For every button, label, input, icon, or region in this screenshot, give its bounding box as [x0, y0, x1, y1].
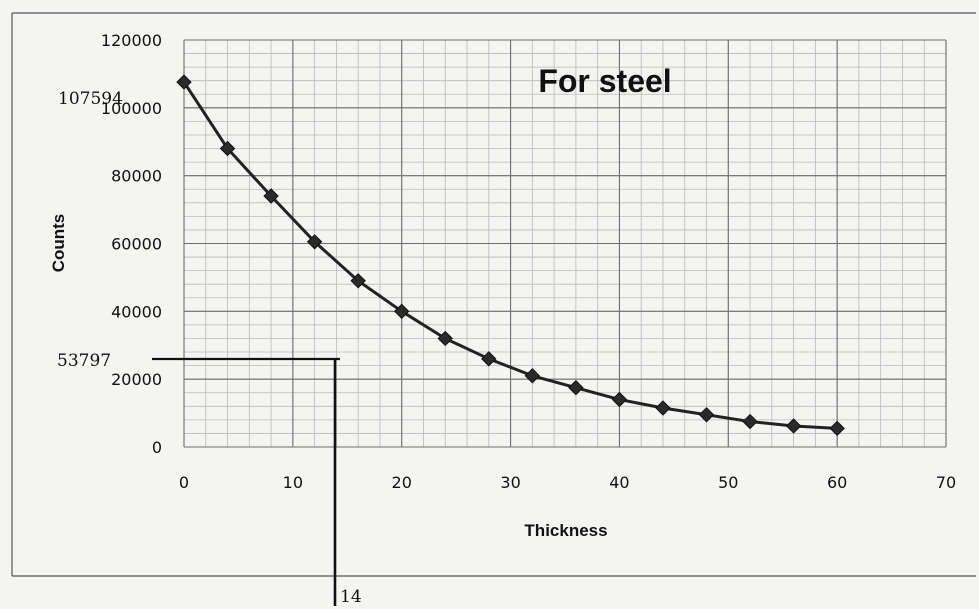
data-point-marker — [742, 413, 758, 430]
major-grid — [183, 39, 947, 448]
data-point-marker — [611, 391, 628, 408]
data-point-marker — [437, 330, 453, 347]
x-tick-labels: 0 10 20 30 40 50 60 70 — [179, 473, 956, 492]
data-point-marker — [524, 368, 541, 384]
chart-title: For steel — [538, 63, 671, 99]
x-tick-label: 40 — [609, 473, 629, 492]
y-tick-label: 20000 — [111, 370, 162, 389]
data-point-marker — [219, 140, 236, 157]
x-tick-label: 50 — [718, 473, 738, 492]
x-tick-label: 30 — [500, 473, 520, 492]
data-point-marker — [655, 400, 671, 416]
data-point-marker — [698, 407, 715, 423]
half-value-annotation: 53797 — [57, 351, 111, 371]
half-thickness-annotation: 14 — [340, 587, 362, 607]
data-point-marker — [306, 234, 323, 250]
y-tick-label: 120000 — [101, 31, 162, 50]
data-point-marker — [568, 379, 584, 396]
y-tick-label: 0 — [152, 438, 162, 457]
data-point-marker — [829, 420, 845, 437]
x-tick-label: 10 — [283, 473, 303, 492]
x-tick-label: 60 — [827, 473, 847, 492]
y-tick-label: 100000 — [101, 99, 162, 118]
x-tick-label: 20 — [392, 473, 412, 492]
y-tick-label: 40000 — [111, 302, 162, 321]
x-axis-title: Thickness — [524, 521, 607, 540]
y-axis-title: Counts — [49, 214, 68, 273]
series-line-group — [176, 74, 845, 437]
data-point-marker — [176, 74, 192, 90]
y-tick-label: 60000 — [111, 235, 162, 254]
data-point-marker — [394, 303, 410, 320]
data-point-marker — [350, 273, 366, 289]
start-value-annotation: 107594 — [58, 89, 123, 109]
x-tick-label: 70 — [936, 473, 956, 492]
data-point-marker — [785, 418, 802, 434]
data-point-marker — [481, 351, 497, 367]
series-line — [182, 81, 838, 430]
data-point-marker — [263, 188, 279, 204]
y-tick-labels: 0 20000 40000 60000 80000 100000 120000 — [101, 31, 162, 457]
x-tick-label: 0 — [179, 473, 189, 492]
y-tick-label: 80000 — [111, 167, 162, 186]
